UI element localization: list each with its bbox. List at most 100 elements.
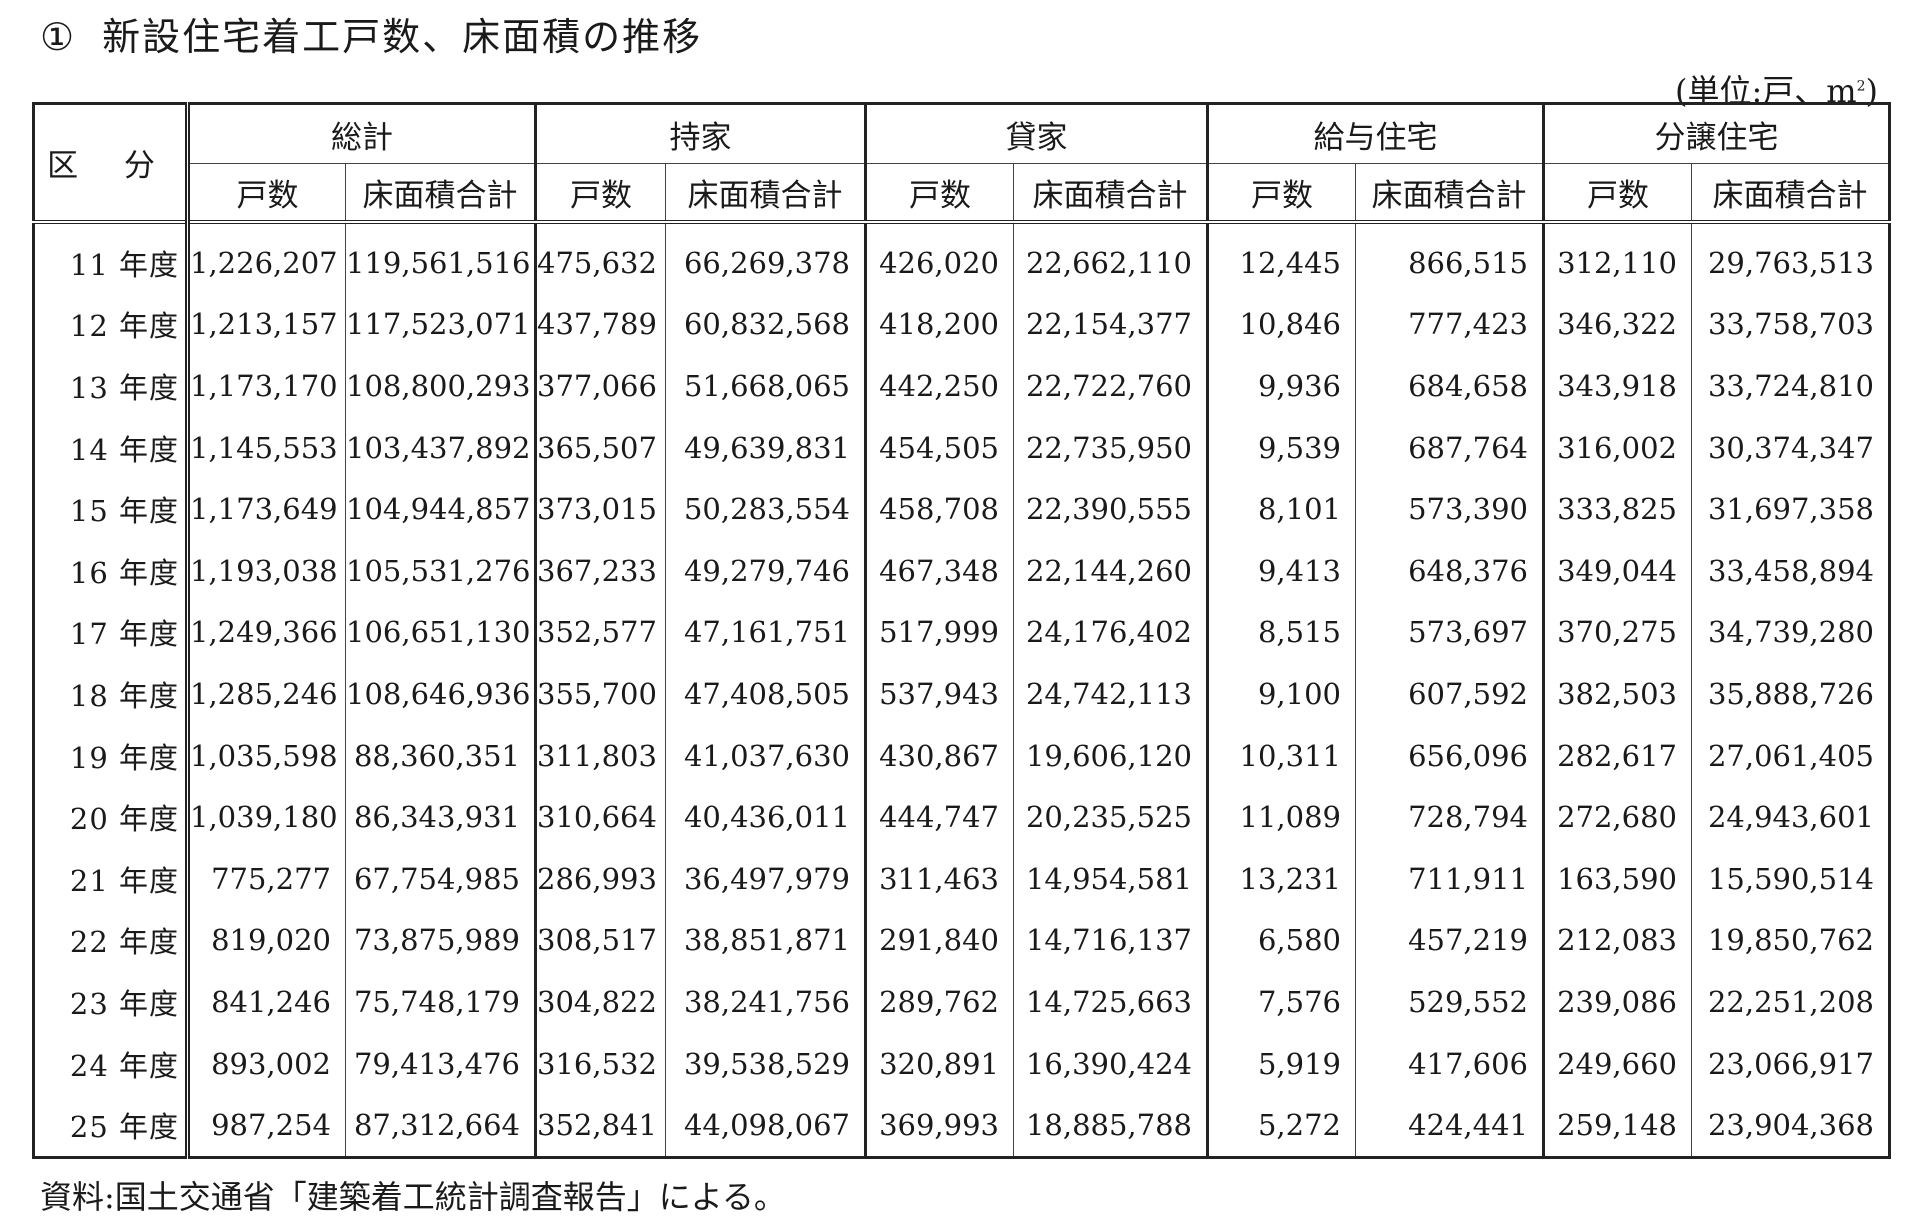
header-floor-area: 床面積合計 [665,163,866,224]
cell-floor-area: 14,725,663 [1013,971,1208,1033]
cell-floor-area: 38,851,871 [665,909,866,972]
cell-units: 333,825 [1542,478,1692,540]
cell-units: 430,867 [864,724,1014,787]
row-label: 13 年度 [33,355,190,417]
cell-units: 467,348 [864,539,1014,602]
cell-units: 312,110 [1542,222,1692,294]
header-floor-area: 床面積合計 [1355,163,1544,224]
cell-floor-area: 529,552 [1355,971,1544,1033]
cell-floor-area: 20,235,525 [1013,786,1208,848]
table-row: 17 年度 1,249,366 106,651,130 352,577 47,161,7… [33,601,1890,664]
cell-units: 370,275 [1542,601,1692,664]
cell-floor-area: 33,724,810 [1691,355,1890,417]
cell-floor-area: 88,360,351 [345,724,536,787]
cell-floor-area: 23,904,368 [1691,1094,1890,1158]
table-row: 16 年度 1,193,038 105,531,276 367,233 49,279,7… [33,539,1890,602]
cell-units: 373,015 [534,478,666,540]
row-label: 19 年度 [33,724,190,787]
cell-floor-area: 648,376 [1355,539,1544,602]
cell-units: 517,999 [864,601,1014,664]
cell-units: 367,233 [534,539,666,602]
cell-floor-area: 457,219 [1355,909,1544,972]
cell-floor-area: 22,144,260 [1013,539,1208,602]
table-body: 11 年度 1,226,207 119,561,516 475,632 66,269,3… [33,222,1890,1158]
cell-units: 987,254 [187,1094,346,1158]
table-row: 21 年度 775,277 67,754,985 286,993 36,497,979 3… [33,847,1890,910]
cell-floor-area: 86,343,931 [345,786,536,848]
cell-units: 311,463 [864,847,1014,910]
cell-floor-area: 51,668,065 [665,355,866,417]
cell-units: 308,517 [534,909,666,972]
cell-floor-area: 39,538,529 [665,1032,866,1095]
cell-units: 291,840 [864,909,1014,972]
cell-floor-area: 607,592 [1355,663,1544,725]
cell-floor-area: 40,436,011 [665,786,866,848]
cell-units: 454,505 [864,416,1014,479]
cell-floor-area: 24,176,402 [1013,601,1208,664]
title-text: 新設住宅着工戸数、床面積の推移 [102,15,703,59]
row-label: 12 年度 [33,293,190,356]
cell-floor-area: 35,888,726 [1691,663,1890,725]
cell-units: 1,249,366 [187,601,346,664]
page-title: ① 新設住宅着工戸数、床面積の推移 [40,6,702,61]
cell-units: 1,035,598 [187,724,346,787]
cell-units: 6,580 [1206,909,1356,972]
cell-units: 5,272 [1206,1094,1356,1158]
title-number: ① [40,15,77,59]
cell-floor-area: 75,748,179 [345,971,536,1033]
cell-units: 442,250 [864,355,1014,417]
cell-floor-area: 573,390 [1355,478,1544,540]
header-group-rental: 貸家 [864,103,1208,164]
cell-units: 537,943 [864,663,1014,725]
table-row: 23 年度 841,246 75,748,179 304,822 38,241,756 2… [33,971,1890,1033]
cell-units: 1,173,170 [187,355,346,417]
cell-units: 316,532 [534,1032,666,1095]
cell-units: 239,086 [1542,971,1692,1033]
cell-floor-area: 24,943,601 [1691,786,1890,848]
cell-units: 9,539 [1206,416,1356,479]
cell-floor-area: 687,764 [1355,416,1544,479]
table-row: 12 年度 1,213,157 117,523,071 437,789 60,832,5… [33,293,1890,356]
cell-floor-area: 22,722,760 [1013,355,1208,417]
cell-units: 426,020 [864,222,1014,294]
cell-units: 841,246 [187,971,346,1033]
header-units: 戸数 [187,163,346,224]
cell-floor-area: 36,497,979 [665,847,866,910]
cell-floor-area: 19,850,762 [1691,909,1890,972]
cell-units: 8,515 [1206,601,1356,664]
table-row: 11 年度 1,226,207 119,561,516 475,632 66,269,3… [33,222,1890,294]
table-row: 19 年度 1,035,598 88,360,351 311,803 41,037,63… [33,724,1890,787]
cell-floor-area: 66,269,378 [665,222,866,294]
row-label: 25 年度 [33,1094,190,1158]
cell-units: 349,044 [1542,539,1692,602]
cell-floor-area: 50,283,554 [665,478,866,540]
header-units: 戸数 [1542,163,1692,224]
row-label: 14 年度 [33,416,190,479]
cell-units: 1,039,180 [187,786,346,848]
cell-floor-area: 14,716,137 [1013,909,1208,972]
cell-floor-area: 728,794 [1355,786,1544,848]
cell-units: 310,664 [534,786,666,848]
cell-units: 418,200 [864,293,1014,356]
cell-floor-area: 119,561,516 [345,222,536,294]
cell-units: 304,822 [534,971,666,1033]
cell-units: 163,590 [1542,847,1692,910]
row-label: 17 年度 [33,601,190,664]
cell-units: 458,708 [864,478,1014,540]
cell-units: 343,918 [1542,355,1692,417]
cell-units: 9,936 [1206,355,1356,417]
cell-floor-area: 60,832,568 [665,293,866,356]
cell-floor-area: 22,154,377 [1013,293,1208,356]
cell-floor-area: 18,885,788 [1013,1094,1208,1158]
cell-units: 316,002 [1542,416,1692,479]
cell-floor-area: 22,662,110 [1013,222,1208,294]
housing-starts-table: 区 分 総計 持家 貸家 給与住宅 分譲住宅 戸数 床面積合計 戸数 床面積合計… [32,102,1891,1159]
cell-floor-area: 34,739,280 [1691,601,1890,664]
cell-units: 311,803 [534,724,666,787]
cell-floor-area: 73,875,989 [345,909,536,972]
cell-units: 212,083 [1542,909,1692,972]
cell-units: 259,148 [1542,1094,1692,1158]
cell-floor-area: 103,437,892 [345,416,536,479]
cell-units: 12,445 [1206,222,1356,294]
header-floor-area: 床面積合計 [1013,163,1208,224]
